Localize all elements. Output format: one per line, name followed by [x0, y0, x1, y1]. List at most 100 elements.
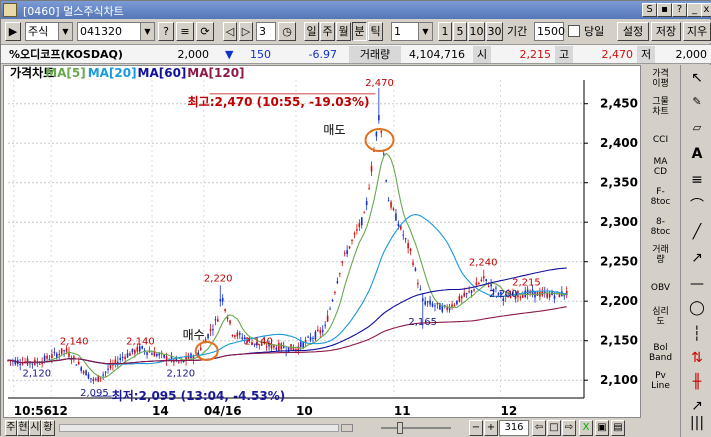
xtick-label-2: 14: [152, 404, 169, 418]
market-button[interactable]: 시: [29, 420, 41, 436]
candle-body: [75, 364, 78, 366]
candle-body: [536, 291, 539, 296]
line-tool-icon[interactable]: ╱: [692, 224, 702, 240]
num-button-30[interactable]: 30: [486, 22, 503, 41]
cursor-tool-icon[interactable]: ↖: [691, 70, 703, 86]
minimize-button[interactable]: _: [687, 3, 702, 17]
period-month[interactable]: 월: [336, 22, 351, 41]
period-minute[interactable]: 분: [352, 22, 367, 41]
candle-body: [478, 283, 480, 285]
fan-tool-icon[interactable]: ⌒: [690, 198, 704, 214]
image-icon[interactable]: ▣: [595, 420, 609, 436]
link-button[interactable]: ▪: [657, 3, 672, 17]
period-tick[interactable]: 틱: [368, 22, 383, 41]
pin-tool-icon[interactable]: ┆: [692, 326, 702, 342]
candle-body: [90, 378, 92, 380]
ray-tool-icon[interactable]: ↗: [691, 250, 703, 266]
indicator-item-8[interactable]: 심리 도: [652, 307, 669, 327]
indicator-item-3[interactable]: MA CD: [653, 157, 668, 177]
indicator-item-2[interactable]: CCI: [652, 135, 669, 145]
candle-body: [141, 346, 143, 349]
count-field[interactable]: 3: [256, 22, 276, 41]
scroll-right-button[interactable]: ⇨: [562, 420, 576, 436]
title-bar: [0460] 멀스주식차트 S ▪ ? _ x: [1, 1, 711, 19]
candle-body: [321, 329, 324, 332]
bar-tool-icon[interactable]: ╫: [692, 374, 702, 390]
num-button-1[interactable]: 1: [438, 22, 452, 41]
price-label-1: 2,140: [60, 337, 89, 348]
next-button[interactable]: ▷: [239, 22, 253, 41]
settings-button[interactable]: 설정: [617, 22, 649, 41]
status-button[interactable]: 황: [41, 420, 55, 436]
updown-tool-icon[interactable]: ⇅: [691, 350, 703, 366]
clear-button[interactable]: 지우기: [683, 22, 711, 41]
search-code-button[interactable]: ?: [158, 22, 174, 41]
scroll-track[interactable]: [59, 424, 339, 432]
volume-tool-icon[interactable]: |||: [689, 415, 705, 431]
range-field[interactable]: 1500: [534, 22, 565, 41]
indicator-item-0[interactable]: 가격 이평: [652, 69, 669, 89]
market-select[interactable]: 주식 ▼: [25, 22, 73, 41]
text-tool-icon[interactable]: A: [691, 146, 703, 162]
candle-body: [407, 243, 409, 249]
candle-body: [387, 200, 390, 202]
app-icon: [3, 3, 17, 17]
close-button[interactable]: x: [701, 3, 711, 17]
ytick-label-0: 2,100: [600, 373, 638, 387]
scroll-thumb[interactable]: [341, 424, 353, 432]
stop-button[interactable]: □: [547, 420, 561, 436]
candle-body: [417, 282, 419, 285]
play-button[interactable]: ▶: [5, 22, 21, 41]
zoom-slider[interactable]: [381, 427, 451, 429]
indicator-item-10[interactable]: Pv Line: [651, 371, 670, 391]
num-button-5[interactable]: 5: [453, 22, 467, 41]
chart-marks: [7, 87, 568, 397]
refresh-button[interactable]: ⟳: [196, 22, 214, 41]
count-value: 3: [259, 25, 266, 38]
code-select[interactable]: 041320 ▼: [77, 22, 155, 41]
order-button[interactable]: 주: [5, 420, 17, 436]
zoom-count-field[interactable]: 316: [499, 420, 529, 436]
help-button[interactable]: ?: [672, 3, 687, 17]
today-checkbox[interactable]: [568, 25, 580, 37]
indicator-item-6[interactable]: 거래 량: [652, 245, 669, 265]
arrow-tool-icon[interactable]: ↗: [691, 398, 703, 414]
pin-button[interactable]: S: [642, 3, 657, 17]
dropdown-arrow-icon: ▼: [58, 23, 72, 40]
candle-body: [468, 291, 470, 293]
zoom-out-button[interactable]: −: [469, 420, 483, 436]
circle-tool-icon[interactable]: ◯: [689, 300, 705, 316]
num-button-10[interactable]: 10: [468, 22, 485, 41]
indicator-item-4[interactable]: F- 8toc: [650, 187, 671, 207]
scroll-left-button[interactable]: ⇦: [532, 420, 546, 436]
pencil-tool-icon[interactable]: ✎: [692, 95, 702, 108]
period-day[interactable]: 일: [304, 22, 319, 41]
print-icon[interactable]: ▤: [611, 420, 625, 436]
clock-button[interactable]: ◷: [278, 22, 296, 41]
candle-body: [119, 357, 122, 360]
zoom-slider-handle[interactable]: [397, 422, 403, 434]
indicator-item-9[interactable]: Bol Band: [648, 343, 673, 363]
eraser-tool-icon[interactable]: ▱: [692, 121, 702, 134]
candle-body: [561, 291, 563, 296]
high-value: 2,470: [601, 48, 634, 61]
candle-body: [487, 285, 490, 287]
excel-icon[interactable]: X: [579, 420, 593, 436]
hline-tool-icon[interactable]: —: [690, 276, 704, 292]
save-button[interactable]: 저장: [651, 22, 681, 41]
candle-body: [482, 276, 485, 279]
interval-select[interactable]: 1 ▼: [391, 22, 433, 41]
list-button[interactable]: ≡: [176, 22, 194, 41]
lines-tool-icon[interactable]: ≡: [691, 172, 703, 188]
indicator-item-7[interactable]: OBV: [650, 283, 671, 293]
indicator-item-5[interactable]: 8- 8toc: [650, 217, 671, 237]
prev-button[interactable]: ◁: [223, 22, 237, 41]
current-button[interactable]: 현: [17, 420, 29, 436]
price-chart[interactable]: 가격차트 MA[5] MA[20] MA[60] MA[120] 2,100 2,150 2…: [3, 65, 641, 418]
indicator-item-1[interactable]: 그물 차트: [652, 97, 669, 117]
zoom-in-button[interactable]: +: [484, 420, 498, 436]
candle-body: [68, 351, 70, 357]
period-week[interactable]: 주: [320, 22, 335, 41]
window-title: [0460] 멀스주식차트: [23, 5, 124, 18]
